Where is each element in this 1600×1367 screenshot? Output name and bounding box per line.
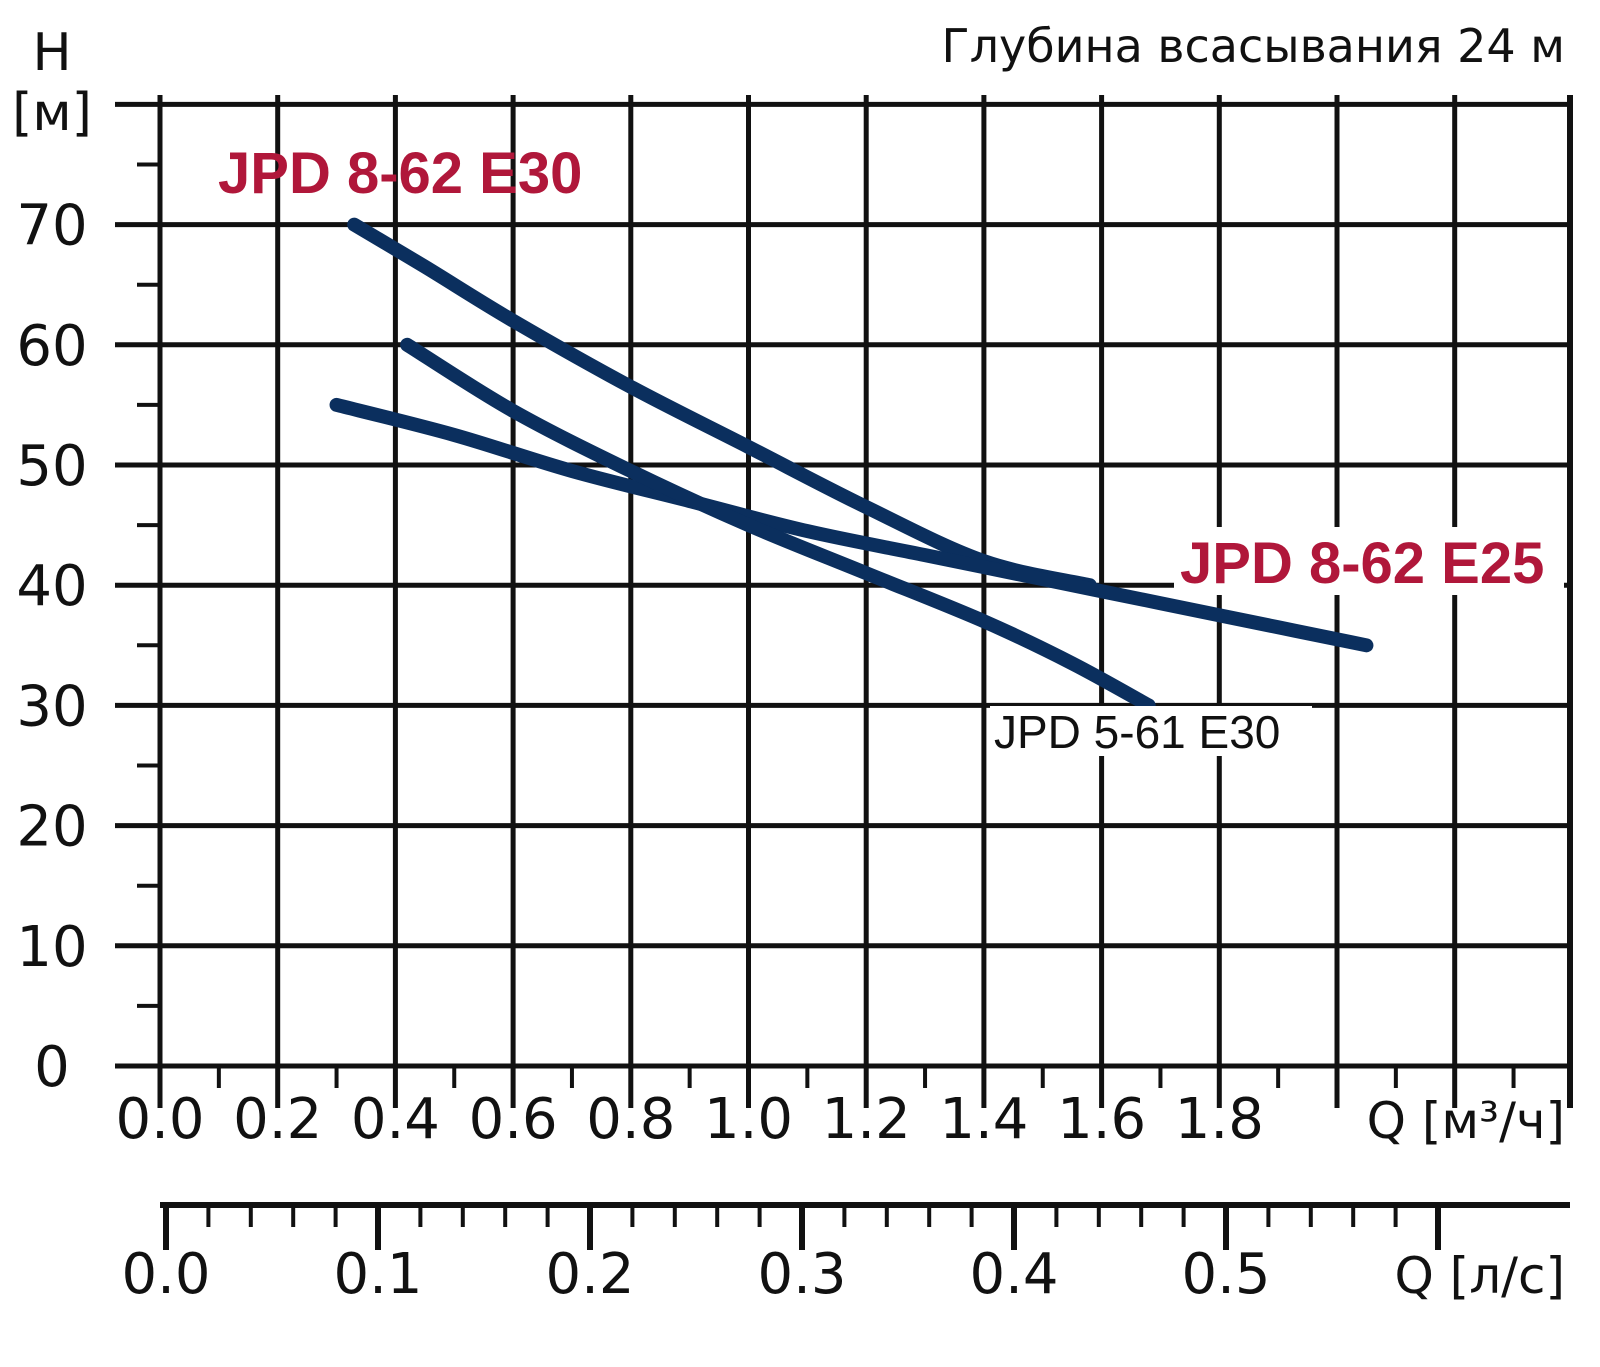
- x-tick-label: 0.4: [351, 1087, 440, 1152]
- x-tick-label: 0.8: [586, 1087, 675, 1152]
- x-axis-label: Q [м³/ч]: [1367, 1092, 1565, 1150]
- x-tick-label: 0.6: [469, 1087, 558, 1152]
- x-tick-label: 1.6: [1057, 1087, 1146, 1152]
- x2-tick-label: 0.0: [121, 1242, 210, 1307]
- x2-tick-label: 0.1: [333, 1242, 422, 1307]
- x-tick-label: 0.0: [115, 1087, 204, 1152]
- y-tick-label: 10: [16, 915, 87, 980]
- y-tick-label: 30: [16, 674, 87, 739]
- y-axis-label-symbol: H: [32, 23, 71, 83]
- x2-axis-label: Q [л/с]: [1394, 1247, 1565, 1305]
- curve-jpd-8-62-e25: [329, 397, 1374, 653]
- y-tick-label: 40: [16, 554, 87, 619]
- axis-labels: 0 10 20 30 40 50 60 70 0.0 0.2 0.4 0.6 0.8 1.0 1.2 1.4 1…: [12, 19, 1565, 1307]
- pump-curves: [329, 217, 1374, 713]
- x-tick-label: 1.2: [822, 1087, 911, 1152]
- x2-tick-label: 0.2: [545, 1242, 634, 1307]
- x2-tick-label: 0.5: [1181, 1242, 1270, 1307]
- x2-tick-label: 0.4: [969, 1242, 1058, 1307]
- series-label-jpd-8-62-e30: JPD 8-62 E30: [218, 141, 582, 206]
- series-label-backing: [1174, 527, 1564, 595]
- x-tick-label: 0.2: [233, 1087, 322, 1152]
- chart-title: Глубина всасывания 24 м: [942, 19, 1565, 73]
- x-tick-label: 1.8: [1175, 1087, 1264, 1152]
- y-tick-label: 20: [16, 795, 87, 860]
- x-tick-label: 1.0: [704, 1087, 793, 1152]
- y-axis-label-unit: [м]: [12, 83, 92, 143]
- minor-ticks: [137, 162, 1516, 1088]
- curve-jpd-5-61-e30: [400, 337, 1156, 713]
- y-tick-label: 50: [16, 434, 87, 499]
- y-tick-label: 70: [16, 194, 87, 259]
- curve-jpd-8-62-e30: [347, 217, 1097, 593]
- series-label-jpd-8-62-e25: JPD 8-62 E25: [1180, 531, 1544, 596]
- series-label-backing: [990, 706, 1312, 756]
- series-label-jpd-5-61-e30: JPD 5-61 E30: [994, 706, 1280, 758]
- x-tick-label: 1.4: [939, 1087, 1028, 1152]
- grid-lines: [115, 95, 1573, 1250]
- y-tick-label: 60: [16, 314, 87, 379]
- y-tick-label: 0: [34, 1035, 70, 1100]
- x2-tick-label: 0.3: [757, 1242, 846, 1307]
